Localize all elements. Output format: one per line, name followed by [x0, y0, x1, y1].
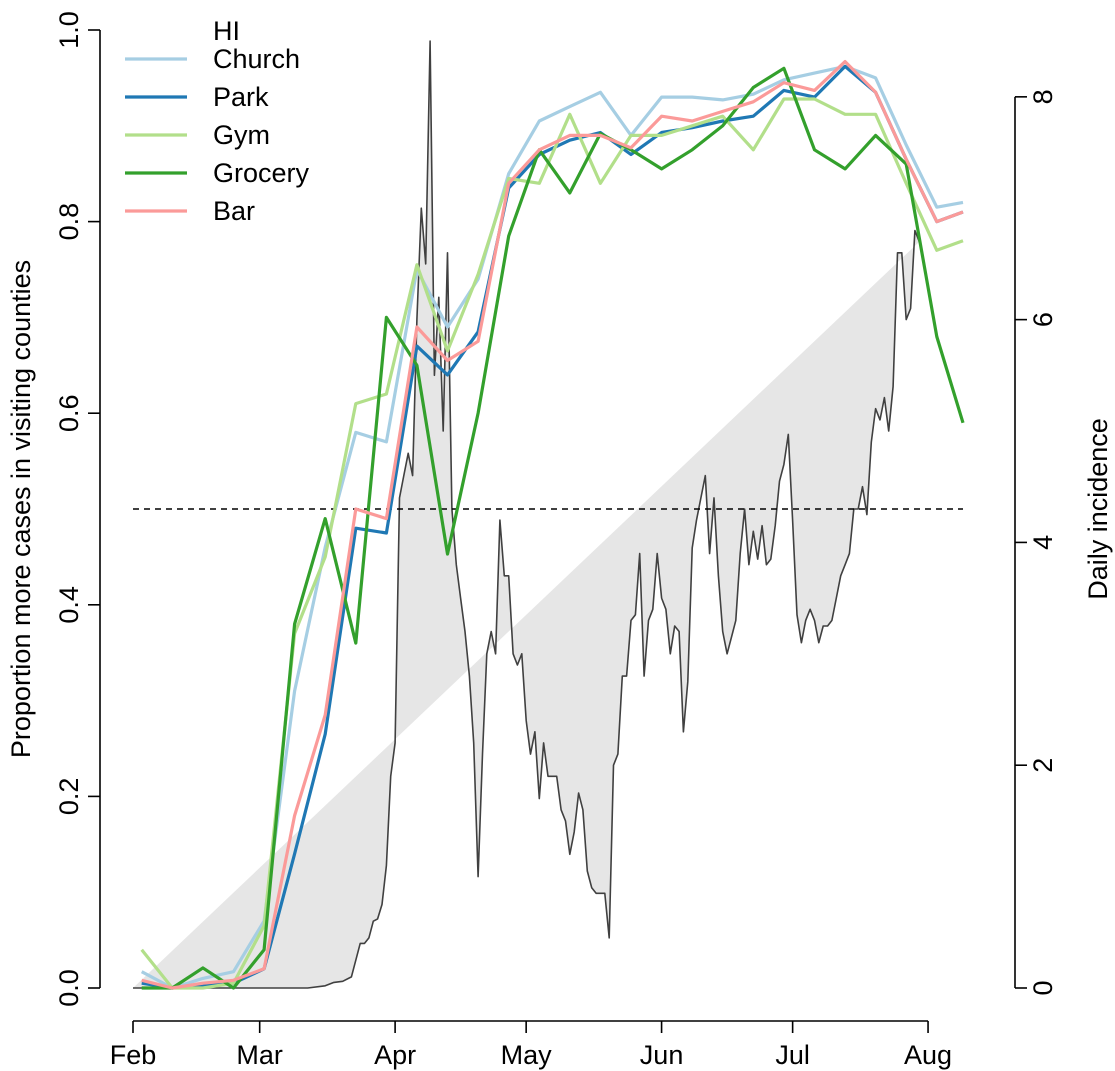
legend-label-bar: Bar [213, 196, 255, 226]
left-axis-tick-label: 1.0 [54, 11, 84, 49]
legend-title: HI [213, 16, 240, 46]
bottom-axis-tick-label: Mar [236, 1040, 283, 1070]
left-axis-title: Proportion more cases in visiting counti… [6, 260, 36, 758]
bottom-axis-tick-label: May [501, 1040, 553, 1070]
axes-layer: 0.0 0.2 0.4 0.6 0.8 1.0 0 2 4 6 8 Feb Mar Apr May Jun Ju… [6, 11, 1113, 1070]
right-axis-tick-label: 0 [1028, 980, 1058, 995]
left-axis-tick-label: 0.4 [54, 586, 84, 624]
left-axis-tick-label: 0.8 [54, 203, 84, 241]
legend-label-gym: Gym [213, 120, 270, 150]
series-layer [140, 59, 965, 990]
legend-label-church: Church [213, 44, 300, 74]
incidence-area [133, 41, 920, 989]
incidence-layer [133, 40, 921, 989]
bottom-axis-tick-label: Feb [110, 1040, 157, 1070]
incidence-line [133, 40, 921, 989]
left-axis-tick-label: 0.0 [54, 969, 84, 1007]
bottom-axis-tick-label: Apr [374, 1040, 416, 1070]
right-axis-tick-label: 2 [1028, 758, 1058, 773]
legend-label-grocery: Grocery [213, 158, 310, 188]
bottom-axis-tick-label: Aug [904, 1040, 952, 1070]
bottom-axis-tick-label: Jun [640, 1040, 684, 1070]
right-axis-title: Daily incidence [1083, 418, 1113, 600]
right-axis-tick-label: 8 [1028, 89, 1058, 104]
right-axis-tick-label: 4 [1028, 535, 1058, 550]
bottom-axis-tick-label: Jul [775, 1040, 810, 1070]
series-line-grocery [141, 66, 965, 990]
right-axis-tick-label: 6 [1028, 312, 1058, 327]
series-line-bar [141, 59, 964, 990]
left-axis-tick-label: 0.6 [54, 394, 84, 432]
legend-label-park: Park [213, 82, 269, 112]
series-line-church [140, 64, 964, 990]
left-axis-tick-label: 0.2 [54, 778, 84, 816]
